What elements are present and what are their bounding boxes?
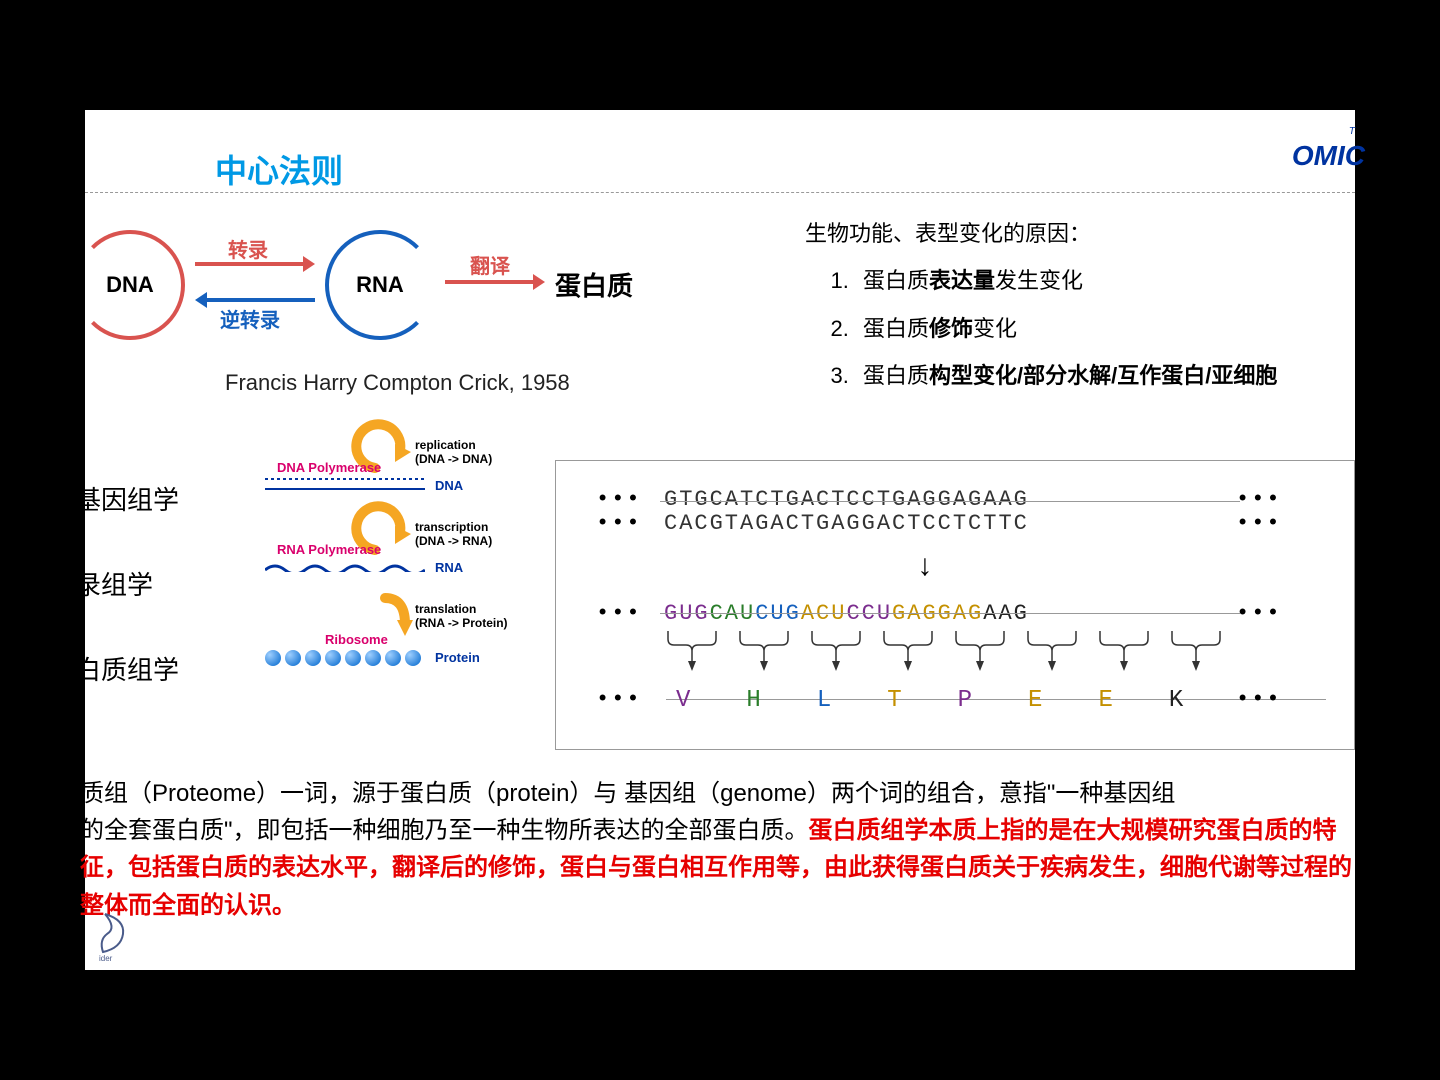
proteomics-label: 白质组学 bbox=[75, 650, 179, 687]
codon-braces bbox=[646, 631, 1346, 681]
reason-item-1: 蛋白质表达量发生变化 bbox=[855, 257, 1365, 304]
transcription-label: 转录 bbox=[228, 234, 268, 263]
reasons-heading: 生物功能、表型变化的原因： bbox=[805, 210, 1365, 257]
translation-label: 翻译 bbox=[470, 250, 510, 279]
dots-icon: ••• bbox=[1236, 487, 1282, 512]
reason-item-2: 蛋白质修饰变化 bbox=[855, 305, 1365, 352]
protein-prod-label: Protein bbox=[435, 650, 480, 665]
replication-flow-diagram: DNA Polymerase replication(DNA -> DNA) D… bbox=[265, 430, 525, 676]
rna-polymerase-label: RNA Polymerase bbox=[277, 542, 381, 557]
brand-logo: OMIC bbox=[1292, 140, 1365, 172]
dna-sequence-top: GTGCATCTGACTCCTGAGGAGAAG bbox=[664, 487, 1029, 512]
dna-polymerase-label: DNA Polymerase bbox=[277, 460, 381, 475]
transcription-side-label: (transcrip bbox=[1364, 549, 1440, 574]
reverse-transcription-label: 逆转录 bbox=[220, 304, 280, 333]
rna-strand-icon bbox=[265, 562, 425, 572]
dots-icon: ••• bbox=[596, 601, 642, 626]
sequence-diagram: ••• ••• GTGCATCTGACTCCTGAGGAGAAG CACGTAG… bbox=[555, 460, 1355, 750]
transcription-proc-label: transcription(DNA -> RNA) bbox=[415, 520, 492, 548]
dna-prod-label: DNA bbox=[435, 478, 463, 493]
genomics-label: 基因组学 bbox=[75, 480, 179, 517]
dna-node: DNA bbox=[75, 230, 185, 340]
seq-divider bbox=[660, 613, 1240, 614]
protein-side-label: prote bbox=[1364, 687, 1440, 712]
logo-subtext: T bbox=[1349, 126, 1355, 137]
slide-title: 中心法则 bbox=[215, 146, 343, 192]
dots-icon: ••• bbox=[1236, 687, 1282, 712]
definition-paragraph: 质组（Proteome）一词，源于蛋白质（protein）与 基因组（genom… bbox=[80, 775, 1355, 924]
translation-row: Ribosome translation(RNA -> Protein) Pro… bbox=[265, 594, 525, 676]
dots-icon: ••• bbox=[1236, 511, 1282, 536]
reasons-block: 生物功能、表型变化的原因： 蛋白质表达量发生变化 蛋白质修饰变化 蛋白质构型变化… bbox=[805, 210, 1365, 399]
dna-sequence-bottom: CACGTAGACTGAGGACTCCTCTTC bbox=[664, 511, 1029, 536]
seq-divider bbox=[660, 501, 1240, 502]
amino-sequence: VHLTPEEK bbox=[676, 687, 1239, 714]
translation-side-label: (translat bbox=[1364, 651, 1440, 676]
title-divider bbox=[85, 192, 1355, 193]
dogma-caption: Francis Harry Compton Crick, 1958 bbox=[225, 370, 570, 396]
dots-icon: ••• bbox=[596, 487, 642, 512]
translation-proc-label: translation(RNA -> Protein) bbox=[415, 602, 508, 630]
translation-arrow bbox=[445, 280, 535, 284]
transcription-row: RNA Polymerase transcription(DNA -> RNA)… bbox=[265, 512, 525, 594]
protein-chain-icon bbox=[265, 650, 421, 666]
dots-icon: ••• bbox=[596, 687, 642, 712]
dots-icon: ••• bbox=[1236, 601, 1282, 626]
central-dogma-diagram: DNA RNA 转录 逆转录 翻译 蛋白质 bbox=[75, 220, 675, 380]
replication-row: DNA Polymerase replication(DNA -> DNA) D… bbox=[265, 430, 525, 512]
dots-icon: ••• bbox=[596, 511, 642, 536]
protein-node: 蛋白质 bbox=[555, 266, 633, 303]
ribosome-label: Ribosome bbox=[325, 632, 388, 647]
svg-text:ider: ider bbox=[99, 954, 113, 962]
reason-item-3: 蛋白质构型变化/部分水解/互作蛋白/亚细胞 bbox=[855, 352, 1365, 399]
transcriptomics-label: 录组学 bbox=[75, 565, 153, 602]
down-arrow-icon: ↓ bbox=[916, 551, 934, 585]
dna-side-label: DN bbox=[1364, 485, 1440, 510]
reverse-transcription-arrow bbox=[205, 298, 315, 302]
rna-side-label: RN bbox=[1364, 599, 1440, 624]
replication-proc-label: replication(DNA -> DNA) bbox=[415, 438, 492, 466]
rna-node: RNA bbox=[325, 230, 435, 340]
rna-prod-label: RNA bbox=[435, 560, 463, 575]
slide: 中心法则 T OMIC DNA RNA 转录 逆转录 翻译 蛋白质 Franci… bbox=[85, 110, 1355, 970]
dna-helix-icon bbox=[265, 476, 425, 492]
footer-emblem-icon: ider bbox=[93, 912, 137, 962]
